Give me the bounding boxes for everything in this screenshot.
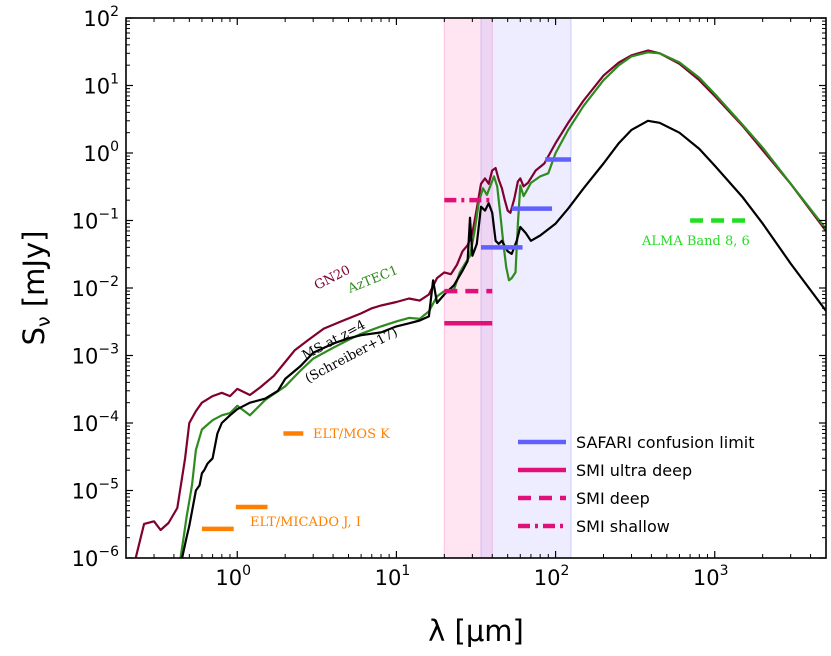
x-tick-label: 102 xyxy=(534,563,570,590)
elt-micado-label: ELT/MICADO J, I xyxy=(250,515,361,530)
legend: SAFARI confusion limit SMI ultra deep SMI … xyxy=(518,433,755,536)
x-tick-label: 100 xyxy=(215,563,251,590)
y-tick-label: 10−3 xyxy=(72,342,119,369)
sed-series xyxy=(134,49,826,558)
legend-label-smi-shallow: SMI shallow xyxy=(576,517,670,536)
x-axis-title: λ [μm] xyxy=(428,614,524,648)
shaded-bands xyxy=(443,18,572,558)
y-tick-label: 102 xyxy=(83,4,119,31)
y-tick-label: 10−5 xyxy=(72,477,119,504)
y-tick-label: 10−1 xyxy=(72,207,119,234)
y-tick-label: 100 xyxy=(83,139,119,166)
aztec1-sed-line xyxy=(179,51,826,558)
legend-label-smi-ultra-deep: SMI ultra deep xyxy=(576,461,692,480)
y-axis-title: Sν [mJy] xyxy=(17,231,55,346)
y-tick-label: 10−2 xyxy=(72,274,119,301)
y-tick-label: 10−4 xyxy=(72,409,119,436)
ms-at-z-4-schreiber-17-sed-line xyxy=(181,119,826,558)
gn20-label: GN20 xyxy=(312,263,353,294)
y-tick-label: 10−6 xyxy=(72,544,119,571)
x-tick-label: 103 xyxy=(693,563,729,590)
alma-label: ALMA Band 8, 6 xyxy=(641,234,750,249)
elt-mos-label: ELT/MOS K xyxy=(313,427,390,442)
legend-label-safari-confusion-limit: SAFARI confusion limit xyxy=(576,433,755,452)
aztec1-label: AzTEC1 xyxy=(345,263,400,297)
legend-label-smi-deep: SMI deep xyxy=(576,489,650,508)
svg-text:Sν [mJy]: Sν [mJy] xyxy=(17,231,55,346)
x-tick-label: 101 xyxy=(375,563,411,590)
sensitivity-limits xyxy=(201,157,748,532)
y-tick-label: 101 xyxy=(83,72,119,99)
safari-band-region xyxy=(480,18,572,558)
